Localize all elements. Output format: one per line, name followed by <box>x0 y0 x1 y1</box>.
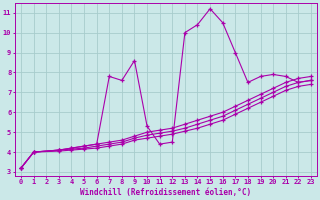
X-axis label: Windchill (Refroidissement éolien,°C): Windchill (Refroidissement éolien,°C) <box>80 188 252 197</box>
